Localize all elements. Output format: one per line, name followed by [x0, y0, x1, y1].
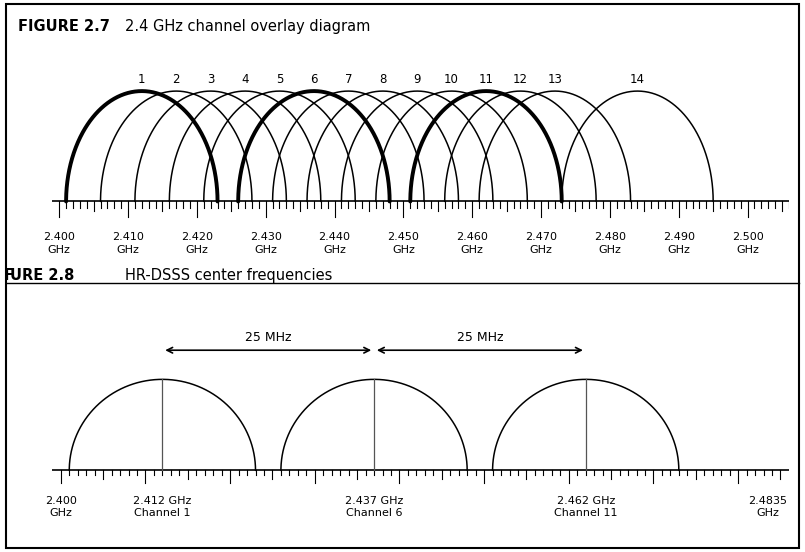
- Text: 12: 12: [513, 72, 528, 86]
- Text: 2.462 GHz
Channel 11: 2.462 GHz Channel 11: [554, 496, 617, 518]
- Text: 2.430
GHz: 2.430 GHz: [250, 232, 282, 255]
- Text: 2.420
GHz: 2.420 GHz: [181, 232, 213, 255]
- Text: 11: 11: [478, 72, 493, 86]
- Text: 2.490
GHz: 2.490 GHz: [663, 232, 695, 255]
- Text: 2.4 GHz channel overlay diagram: 2.4 GHz channel overlay diagram: [125, 19, 370, 34]
- Text: 1: 1: [138, 72, 146, 86]
- Text: 14: 14: [630, 72, 645, 86]
- Text: 2.410
GHz: 2.410 GHz: [112, 232, 144, 255]
- Text: HR-DSSS center frequencies: HR-DSSS center frequencies: [125, 268, 332, 283]
- Text: 2.412 GHz
Channel 1: 2.412 GHz Channel 1: [133, 496, 192, 518]
- Text: F: F: [4, 268, 14, 283]
- Text: 7: 7: [345, 72, 352, 86]
- Text: 2.480
GHz: 2.480 GHz: [594, 232, 626, 255]
- Text: 25 MHz: 25 MHz: [245, 331, 291, 344]
- Text: 2.437 GHz
Channel 6: 2.437 GHz Channel 6: [345, 496, 403, 518]
- Text: 5: 5: [276, 72, 283, 86]
- Text: 4: 4: [242, 72, 249, 86]
- Text: 2.400
GHz: 2.400 GHz: [43, 232, 75, 255]
- Text: 2.400
GHz: 2.400 GHz: [45, 496, 76, 518]
- Text: 2.460
GHz: 2.460 GHz: [456, 232, 488, 255]
- Text: 2.470
GHz: 2.470 GHz: [525, 232, 557, 255]
- Text: 9: 9: [414, 72, 421, 86]
- Text: 2.500
GHz: 2.500 GHz: [732, 232, 763, 255]
- Text: FIGURE 2.7: FIGURE 2.7: [18, 19, 109, 34]
- Text: 2: 2: [172, 72, 180, 86]
- Text: 3: 3: [207, 72, 214, 86]
- Text: 13: 13: [547, 72, 562, 86]
- Text: 2.4835
GHz: 2.4835 GHz: [748, 496, 787, 518]
- Text: 10: 10: [444, 72, 459, 86]
- Text: 6: 6: [310, 72, 318, 86]
- Text: URE 2.8: URE 2.8: [10, 268, 75, 283]
- Text: 2.440
GHz: 2.440 GHz: [319, 232, 350, 255]
- Text: 2.450
GHz: 2.450 GHz: [387, 232, 419, 255]
- Text: 25 MHz: 25 MHz: [456, 331, 503, 344]
- Text: 8: 8: [379, 72, 386, 86]
